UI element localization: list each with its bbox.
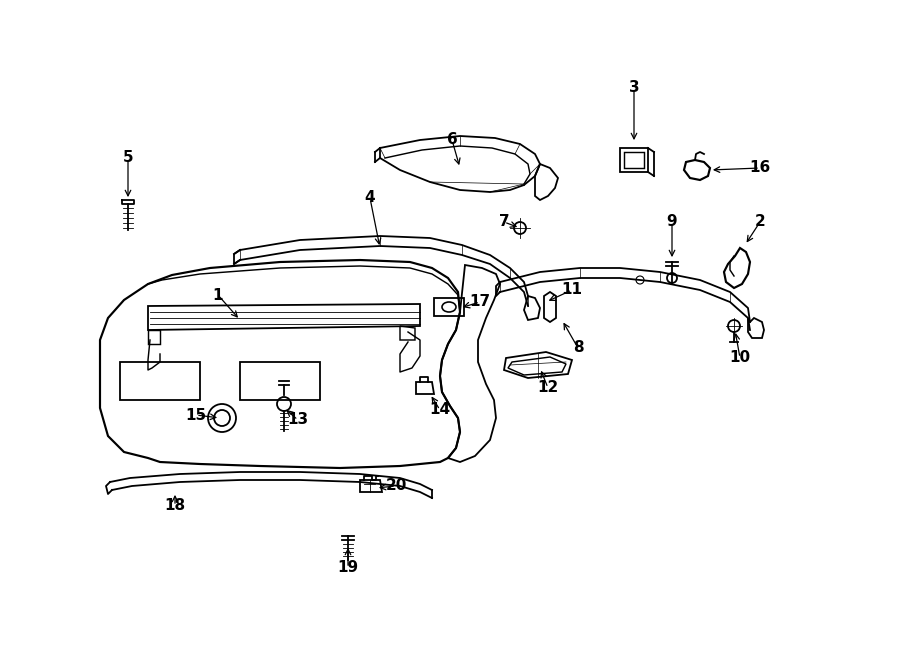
Text: 19: 19 xyxy=(338,561,358,576)
Text: 20: 20 xyxy=(385,479,407,494)
Text: 12: 12 xyxy=(537,381,559,395)
Text: 4: 4 xyxy=(364,190,375,206)
Text: 5: 5 xyxy=(122,151,133,165)
Text: 8: 8 xyxy=(572,340,583,356)
Text: 1: 1 xyxy=(212,288,223,303)
Text: 7: 7 xyxy=(499,215,509,229)
Text: 10: 10 xyxy=(729,350,751,366)
Text: 6: 6 xyxy=(446,132,457,147)
Text: 11: 11 xyxy=(562,282,582,297)
Text: 3: 3 xyxy=(629,81,639,95)
Text: 18: 18 xyxy=(165,498,185,514)
Text: 15: 15 xyxy=(185,407,207,422)
Text: 16: 16 xyxy=(750,161,770,176)
Text: 17: 17 xyxy=(470,295,490,309)
Text: 9: 9 xyxy=(667,215,678,229)
Text: 2: 2 xyxy=(754,215,765,229)
Text: 14: 14 xyxy=(429,403,451,418)
Text: 13: 13 xyxy=(287,412,309,428)
